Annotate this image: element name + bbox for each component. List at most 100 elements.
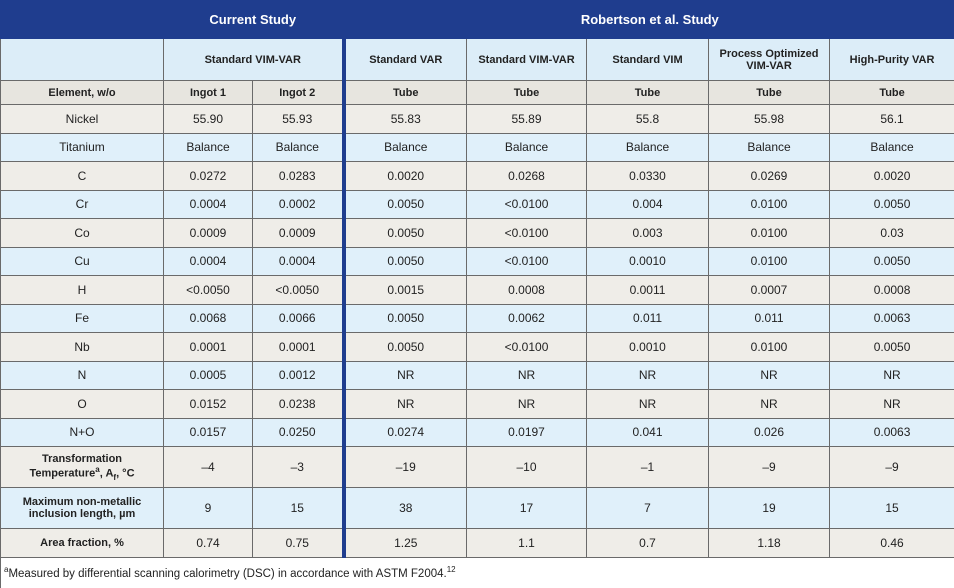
column-header: Element, w/o xyxy=(0,80,164,105)
cell-value: 0.003 xyxy=(586,218,710,248)
cell-value: 1.25 xyxy=(341,528,468,558)
cell-value: NR xyxy=(829,389,954,419)
cell-value: 0.0100 xyxy=(708,332,831,362)
cell-value: NR xyxy=(829,360,954,390)
cell-value: 0.0010 xyxy=(586,332,710,362)
cell-value: 0.0250 xyxy=(251,417,345,447)
column-header: Tube xyxy=(586,80,710,105)
label-text: , A xyxy=(99,467,114,480)
cell-value: <0.0050 xyxy=(163,275,253,305)
cell-value: Balance xyxy=(341,132,468,162)
cell-value: 15 xyxy=(251,487,345,529)
empty-cell xyxy=(0,0,164,39)
row-label: Cu xyxy=(0,246,164,276)
cell-value: Balance xyxy=(466,132,588,162)
label-text: Transformation Temperature xyxy=(29,452,123,480)
cell-value: 55.83 xyxy=(341,104,468,134)
cell-value: Balance xyxy=(251,132,345,162)
cell-value: 0.0050 xyxy=(341,246,468,276)
cell-value: 0.0050 xyxy=(341,303,468,333)
data-row: Fe 0.0068 0.0066 0.0050 0.0062 0.011 0.011 0.00… xyxy=(0,303,954,333)
cell-value: 0.0100 xyxy=(708,189,831,219)
row-label: N xyxy=(0,360,164,390)
data-row: Area fraction, % 0.74 0.75 1.25 1.1 0.7 1.18 0.… xyxy=(0,528,954,558)
group-header-row: Current Study Robertson et al. Study xyxy=(0,0,954,39)
data-row: O 0.0152 0.0238 NR NR NR NR NR xyxy=(0,389,954,419)
row-label: Area fraction, % xyxy=(0,528,164,558)
column-header-row: Element, w/o Ingot 1 Ingot 2 Tube Tube Tube Tu… xyxy=(0,80,954,105)
cell-value: 0.011 xyxy=(708,303,831,333)
cell-value: 0.0007 xyxy=(708,275,831,305)
cell-value: 0.7 xyxy=(586,528,710,558)
process-header: Standard VIM-VAR xyxy=(162,38,345,81)
cell-value: 0.0063 xyxy=(829,417,954,447)
data-row: C 0.0272 0.0283 0.0020 0.0268 0.0330 0.0269 0.0… xyxy=(0,161,954,191)
cell-value: 19 xyxy=(708,487,831,529)
cell-value: 0.0268 xyxy=(466,161,588,191)
cell-value: 0.041 xyxy=(586,417,710,447)
cell-value: <0.0100 xyxy=(466,246,588,276)
cell-value: 15 xyxy=(829,487,954,529)
cell-value: 0.0197 xyxy=(466,417,588,447)
row-label: Fe xyxy=(0,303,164,333)
cell-value: 55.89 xyxy=(466,104,588,134)
cell-value: 0.0005 xyxy=(163,360,253,390)
cell-value: 0.0100 xyxy=(708,218,831,248)
cell-value: NR xyxy=(341,360,468,390)
cell-value: Balance xyxy=(708,132,831,162)
cell-value: 0.0009 xyxy=(163,218,253,248)
cell-value: 55.90 xyxy=(163,104,253,134)
cell-value: 0.75 xyxy=(251,528,345,558)
row-label: Nb xyxy=(0,332,164,362)
footnote-row: aMeasured by differential scanning calor… xyxy=(0,556,954,588)
cell-value: 55.93 xyxy=(251,104,345,134)
cell-value: NR xyxy=(586,389,710,419)
cell-value: NR xyxy=(466,360,588,390)
footnote-text: Measured by differential scanning calori… xyxy=(8,567,447,580)
cell-value: 0.0004 xyxy=(163,246,253,276)
label-text: , °C xyxy=(116,467,135,480)
row-label: Transformation Temperaturea, Af, °C xyxy=(0,446,164,488)
cell-value: 0.0008 xyxy=(829,275,954,305)
cell-value: 0.0011 xyxy=(586,275,710,305)
cell-value: 0.0012 xyxy=(251,360,345,390)
cell-value: –1 xyxy=(586,446,710,488)
column-header: Tube xyxy=(466,80,588,105)
cell-value: NR xyxy=(586,360,710,390)
cell-value: 0.0066 xyxy=(251,303,345,333)
footnote: aMeasured by differential scanning calor… xyxy=(0,556,954,588)
row-label: Co xyxy=(0,218,164,248)
row-label: O xyxy=(0,389,164,419)
cell-value: 0.0269 xyxy=(708,161,831,191)
data-row: Cr 0.0004 0.0002 0.0050 <0.0100 0.004 0.0100 0.… xyxy=(0,189,954,219)
cell-value: 0.0050 xyxy=(341,218,468,248)
data-row: H <0.0050 <0.0050 0.0015 0.0008 0.0011 0.0007 0… xyxy=(0,275,954,305)
cell-value: 0.026 xyxy=(708,417,831,447)
cell-value: 0.0004 xyxy=(163,189,253,219)
cell-value: 0.0238 xyxy=(251,389,345,419)
cell-value: 0.0010 xyxy=(586,246,710,276)
cell-value: 0.0050 xyxy=(341,189,468,219)
cell-value: 0.0330 xyxy=(586,161,710,191)
cell-value: –10 xyxy=(466,446,588,488)
cell-value: 56.1 xyxy=(829,104,954,134)
cell-value: 55.8 xyxy=(586,104,710,134)
cell-value: 1.1 xyxy=(466,528,588,558)
group-header: Robertson et al. Study xyxy=(341,0,954,39)
cell-value: 0.0272 xyxy=(163,161,253,191)
subscript: f xyxy=(113,472,117,482)
cell-value: Balance xyxy=(163,132,253,162)
data-row: Co 0.0009 0.0009 0.0050 <0.0100 0.003 0.0100 0.… xyxy=(0,218,954,248)
cell-value: 0.03 xyxy=(829,218,954,248)
row-label: Nickel xyxy=(0,104,164,134)
cell-value: 0.004 xyxy=(586,189,710,219)
cell-value: –9 xyxy=(829,446,954,488)
cell-value: 0.0100 xyxy=(708,246,831,276)
cell-value: 0.011 xyxy=(586,303,710,333)
cell-value: 0.0020 xyxy=(829,161,954,191)
cell-value: NR xyxy=(708,360,831,390)
cell-value: 55.98 xyxy=(708,104,831,134)
cell-value: 0.0157 xyxy=(163,417,253,447)
